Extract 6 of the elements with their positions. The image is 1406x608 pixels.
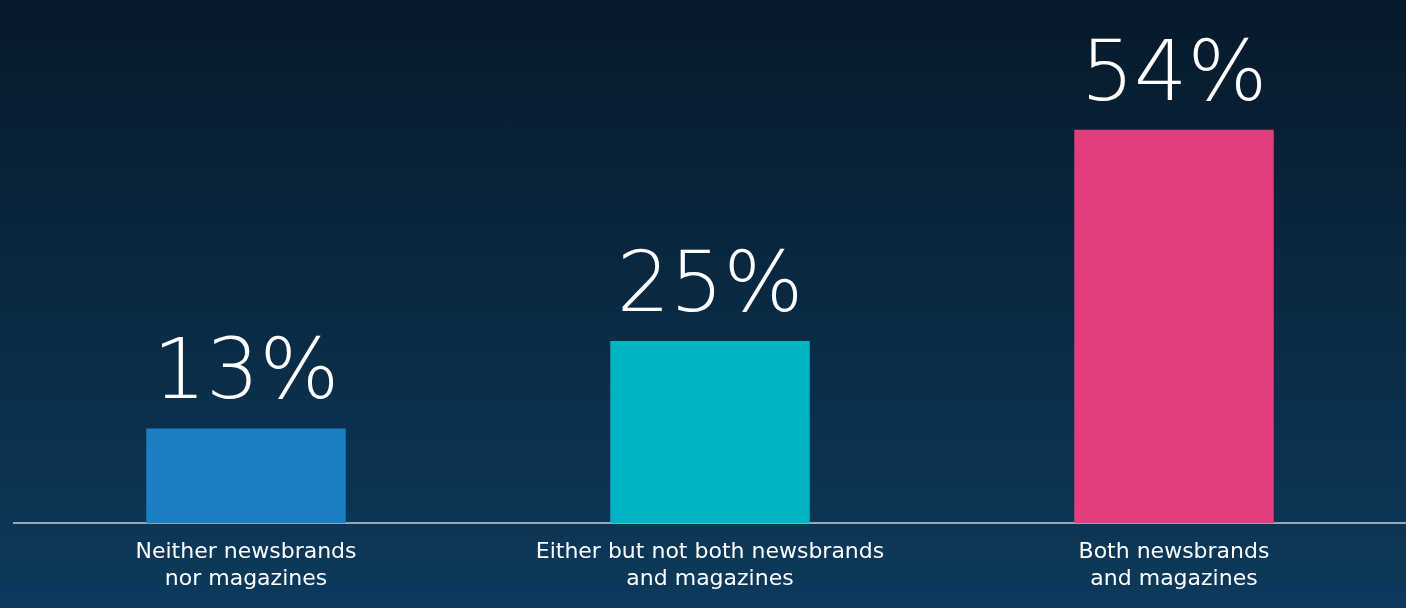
x-tick-label: Both newsbrands and magazines xyxy=(1078,538,1270,590)
x-tick-label: Either but not both newsbrands and magazines xyxy=(535,538,885,590)
x-tick-label: Neither newsbrands nor magazines xyxy=(135,538,357,590)
data-label: 25% xyxy=(616,232,804,331)
data-label: 13% xyxy=(152,320,340,419)
data-label: 54% xyxy=(1080,21,1268,120)
